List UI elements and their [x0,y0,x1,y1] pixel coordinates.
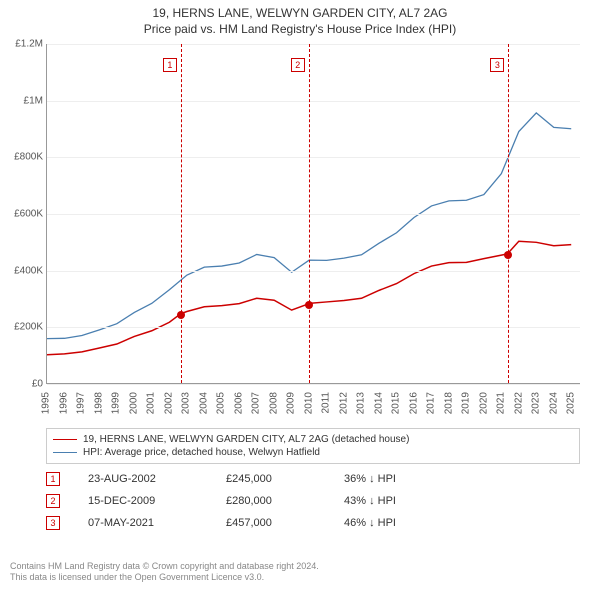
x-tick-label: 2024 [548,392,559,414]
transaction-date: 07-MAY-2021 [88,517,198,529]
footnote-line: This data is licensed under the Open Gov… [10,572,319,584]
marker-dot [177,311,185,319]
y-tick-label: £0 [32,379,43,390]
x-tick-label: 2003 [181,392,192,414]
gridline [47,157,580,158]
y-tick-label: £1.2M [15,39,43,50]
x-tick-label: 2020 [478,392,489,414]
legend-item-hpi: HPI: Average price, detached house, Welw… [53,446,573,459]
transaction-delta: 36% ↓ HPI [344,473,396,485]
transaction-delta: 43% ↓ HPI [344,495,396,507]
transaction-price: £457,000 [226,517,316,529]
x-tick-label: 2017 [426,392,437,414]
x-tick-label: 2005 [216,392,227,414]
x-tick-label: 2009 [286,392,297,414]
title-sub: Price paid vs. HM Land Registry's House … [0,22,600,36]
x-tick-label: 2011 [321,392,332,414]
x-tick-label: 2012 [338,392,349,414]
legend-label: HPI: Average price, detached house, Welw… [83,447,320,458]
x-tick-label: 2002 [163,392,174,414]
y-tick-label: £800K [14,152,43,163]
y-tick-label: £1M [24,95,43,106]
transaction-date: 23-AUG-2002 [88,473,198,485]
footnote-line: Contains HM Land Registry data © Crown c… [10,561,319,573]
x-tick-label: 2007 [251,392,262,414]
x-tick-label: 2013 [356,392,367,414]
transaction-marker: 2 [46,494,60,508]
x-tick-label: 1996 [58,392,69,414]
legend-label: 19, HERNS LANE, WELWYN GARDEN CITY, AL7 … [83,434,409,445]
x-tick-label: 1995 [41,392,52,414]
x-axis-labels: 1995199619971998199920002001200220032004… [46,388,580,428]
marker-box: 2 [291,58,305,72]
transaction-row: 3 07-MAY-2021 £457,000 46% ↓ HPI [46,512,580,534]
y-tick-label: £400K [14,265,43,276]
x-tick-label: 2015 [391,392,402,414]
x-tick-label: 2000 [128,392,139,414]
footnote: Contains HM Land Registry data © Crown c… [10,561,319,584]
x-tick-label: 2021 [496,392,507,414]
x-tick-label: 2014 [373,392,384,414]
marker-dot [504,251,512,259]
gridline [47,327,580,328]
chart-container: 19, HERNS LANE, WELWYN GARDEN CITY, AL7 … [0,0,600,590]
marker-box: 3 [490,58,504,72]
x-tick-label: 1997 [76,392,87,414]
legend-swatch [53,452,77,453]
x-tick-label: 2025 [566,392,577,414]
transaction-marker: 3 [46,516,60,530]
x-tick-label: 2001 [146,392,157,414]
marker-vline [181,44,182,383]
transaction-marker: 1 [46,472,60,486]
legend: 19, HERNS LANE, WELWYN GARDEN CITY, AL7 … [46,428,580,464]
transaction-price: £245,000 [226,473,316,485]
x-tick-label: 1999 [111,392,122,414]
x-tick-label: 2018 [443,392,454,414]
marker-vline [508,44,509,383]
marker-vline [309,44,310,383]
transaction-delta: 46% ↓ HPI [344,517,396,529]
transaction-row: 2 15-DEC-2009 £280,000 43% ↓ HPI [46,490,580,512]
transaction-date: 15-DEC-2009 [88,495,198,507]
gridline [47,271,580,272]
x-tick-label: 2010 [303,392,314,414]
marker-dot [305,301,313,309]
marker-box: 1 [163,58,177,72]
plot-area: £0£200K£400K£600K£800K£1M£1.2M123 [46,44,580,384]
gridline [47,101,580,102]
x-tick-label: 2019 [461,392,472,414]
y-tick-label: £200K [14,322,43,333]
x-tick-label: 2004 [198,392,209,414]
x-tick-label: 2016 [408,392,419,414]
transaction-table: 1 23-AUG-2002 £245,000 36% ↓ HPI 2 15-DE… [46,468,580,534]
x-tick-label: 2008 [268,392,279,414]
legend-swatch [53,439,77,440]
legend-item-property: 19, HERNS LANE, WELWYN GARDEN CITY, AL7 … [53,433,573,446]
transaction-price: £280,000 [226,495,316,507]
x-tick-label: 1998 [93,392,104,414]
gridline [47,384,580,385]
x-tick-label: 2022 [513,392,524,414]
x-tick-label: 2006 [233,392,244,414]
gridline [47,214,580,215]
y-tick-label: £600K [14,209,43,220]
title-block: 19, HERNS LANE, WELWYN GARDEN CITY, AL7 … [0,0,600,36]
x-tick-label: 2023 [531,392,542,414]
title-main: 19, HERNS LANE, WELWYN GARDEN CITY, AL7 … [0,6,600,20]
transaction-row: 1 23-AUG-2002 £245,000 36% ↓ HPI [46,468,580,490]
gridline [47,44,580,45]
